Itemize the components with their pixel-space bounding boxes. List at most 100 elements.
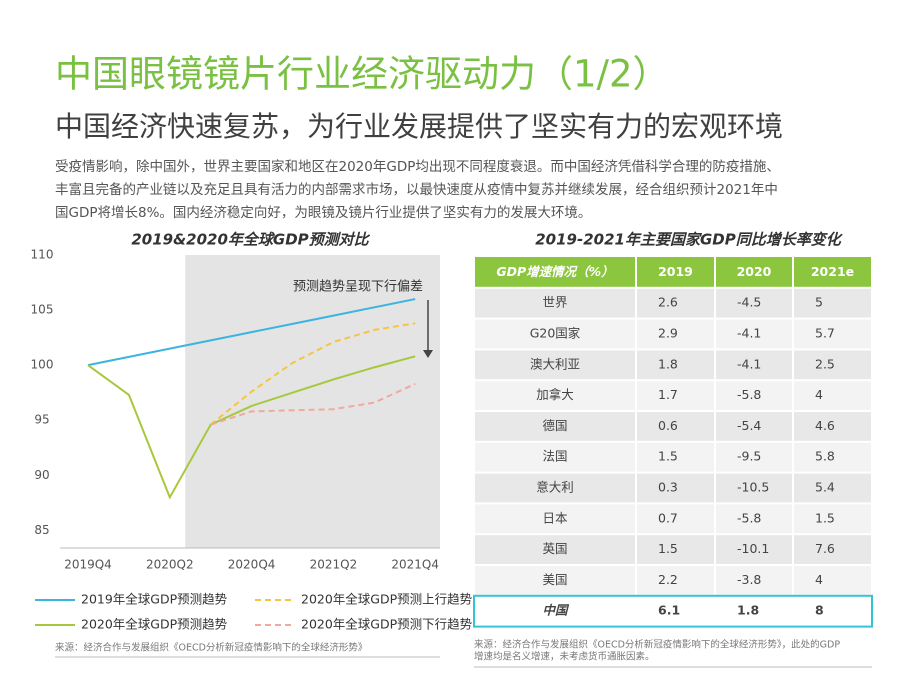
table-cell bbox=[637, 504, 714, 534]
y-tick-label: 105 bbox=[31, 303, 54, 317]
table-cell bbox=[716, 350, 792, 380]
cell-text: -4.1 bbox=[737, 356, 761, 371]
x-tick-label: 2020Q4 bbox=[228, 558, 276, 572]
table-cell bbox=[716, 504, 792, 534]
cell-text: -9.5 bbox=[737, 449, 761, 464]
table-cell bbox=[794, 566, 871, 595]
paragraph-line: 丰富且完备的产业链以及充足且具有活力的内部需求市场，以最快速度从疫情中复苏并继续… bbox=[55, 181, 778, 198]
cell-text: -4.5 bbox=[737, 295, 761, 310]
series-line bbox=[87, 355, 416, 500]
table-cell bbox=[475, 596, 635, 626]
table-cell bbox=[475, 566, 635, 595]
cell-text: 1.7 bbox=[658, 387, 678, 402]
cell-text: 加拿大 bbox=[536, 387, 574, 402]
cell-text: 世界 bbox=[542, 295, 568, 310]
table-cell bbox=[475, 504, 635, 534]
cell-text: 意大利 bbox=[536, 480, 574, 495]
table-cell bbox=[794, 319, 871, 349]
cell-text: -10.5 bbox=[737, 480, 769, 495]
cell-text: 5 bbox=[815, 295, 823, 310]
table-cell bbox=[794, 350, 871, 380]
cell-text: 4 bbox=[815, 387, 823, 402]
legend-label: 2020年全球GDP预测趋势 bbox=[81, 617, 228, 632]
cell-text: 法国 bbox=[542, 449, 567, 464]
header-cell bbox=[475, 257, 635, 287]
cell-text: 0.6 bbox=[658, 418, 678, 433]
cell-text: 2.6 bbox=[658, 295, 678, 310]
table-cell bbox=[716, 319, 792, 349]
header-text: 2021e bbox=[811, 264, 854, 279]
header-text: 2020 bbox=[737, 264, 772, 279]
cell-text: 2.2 bbox=[658, 572, 678, 587]
header-cell bbox=[637, 257, 714, 287]
cell-text: 8 bbox=[815, 603, 824, 618]
cell-text: 4 bbox=[815, 572, 823, 587]
table-cell bbox=[637, 288, 714, 318]
cell-text: 1.5 bbox=[658, 449, 678, 464]
legend-label: 2020年全球GDP预测下行趋势 bbox=[301, 617, 473, 632]
table-cell bbox=[475, 473, 635, 503]
paragraph-line: 受疫情影响，除中国外，世界主要国家和地区在2020年GDP均出现不同程度衰退。而… bbox=[55, 158, 780, 175]
title: 中国眼镜镜片行业经济驱动力（1/2） bbox=[55, 53, 670, 96]
cell-text: 1.8 bbox=[737, 603, 759, 618]
cell-text: 1.5 bbox=[815, 510, 835, 525]
cell-text: 0.3 bbox=[658, 480, 678, 495]
annotation: 预测趋势呈现下行偏差 bbox=[293, 279, 423, 295]
x-tick-label: 2021Q4 bbox=[391, 558, 439, 572]
cell-text: -4.1 bbox=[737, 326, 761, 341]
table-cell bbox=[637, 535, 714, 564]
cell-text: 2.9 bbox=[658, 326, 678, 341]
cell-text: 1.8 bbox=[658, 356, 678, 371]
table-cell bbox=[475, 350, 635, 380]
table-cell bbox=[716, 535, 792, 564]
cell-text: 日本 bbox=[542, 510, 568, 525]
cell-text: 德国 bbox=[542, 418, 567, 433]
cell-text: 5.4 bbox=[815, 480, 835, 495]
table-cell bbox=[716, 566, 792, 595]
x-tick-label: 2019Q4 bbox=[64, 558, 112, 572]
table-cell bbox=[716, 473, 792, 503]
table-cell bbox=[794, 442, 871, 472]
highlight-border bbox=[473, 594, 873, 628]
chart-source: 来源：经济合作与发展组织《OECD分析新冠疫情影响下的全球经济形势》 bbox=[55, 642, 367, 654]
table-cell bbox=[637, 412, 714, 441]
table-cell bbox=[794, 535, 871, 564]
table-cell bbox=[637, 566, 714, 595]
cell-text: 中国 bbox=[542, 603, 570, 618]
table-cell bbox=[794, 504, 871, 534]
y-tick-label: 95 bbox=[34, 413, 49, 427]
table-cell bbox=[637, 473, 714, 503]
table-cell bbox=[475, 535, 635, 564]
table-cell bbox=[637, 319, 714, 349]
cell-text: 7.6 bbox=[815, 541, 835, 556]
table-cell bbox=[637, 596, 714, 626]
cell-text: 澳大利亚 bbox=[530, 356, 580, 371]
table-cell bbox=[475, 381, 635, 410]
cell-text: 英国 bbox=[542, 541, 567, 556]
table-cell bbox=[475, 412, 635, 441]
table-cell bbox=[716, 288, 792, 318]
table-cell bbox=[794, 473, 871, 503]
table-title: 2019-2021年主要国家GDP同比增长率变化 bbox=[535, 231, 842, 249]
cell-text: -3.8 bbox=[737, 572, 761, 587]
table-cell bbox=[716, 381, 792, 410]
header-text: GDP增速情况（%） bbox=[496, 264, 613, 279]
cell-text: -5.4 bbox=[737, 418, 761, 433]
table-source: 来源：经济合作与发展组织《OECD分析新冠疫情影响下的全球经济形势》，此处的GD… bbox=[474, 639, 840, 651]
chart-title: 2019&2020年全球GDP预测对比 bbox=[131, 231, 370, 249]
x-tick-label: 2021Q2 bbox=[310, 558, 358, 572]
table-cell bbox=[475, 288, 635, 318]
series-line bbox=[87, 298, 416, 367]
cell-text: G20国家 bbox=[530, 326, 581, 341]
cell-text: 美国 bbox=[542, 572, 567, 587]
cell-text: 4.6 bbox=[815, 418, 835, 433]
subtitle: 中国经济快速复苏，为行业发展提供了坚实有力的宏观环境 bbox=[55, 110, 783, 143]
table-cell bbox=[637, 442, 714, 472]
y-tick-label: 110 bbox=[31, 248, 54, 262]
table-cell bbox=[716, 442, 792, 472]
forecast-region bbox=[185, 255, 440, 548]
cell-text: -10.1 bbox=[737, 541, 769, 556]
cell-text: 5.7 bbox=[815, 326, 835, 341]
y-tick-label: 85 bbox=[34, 523, 49, 537]
